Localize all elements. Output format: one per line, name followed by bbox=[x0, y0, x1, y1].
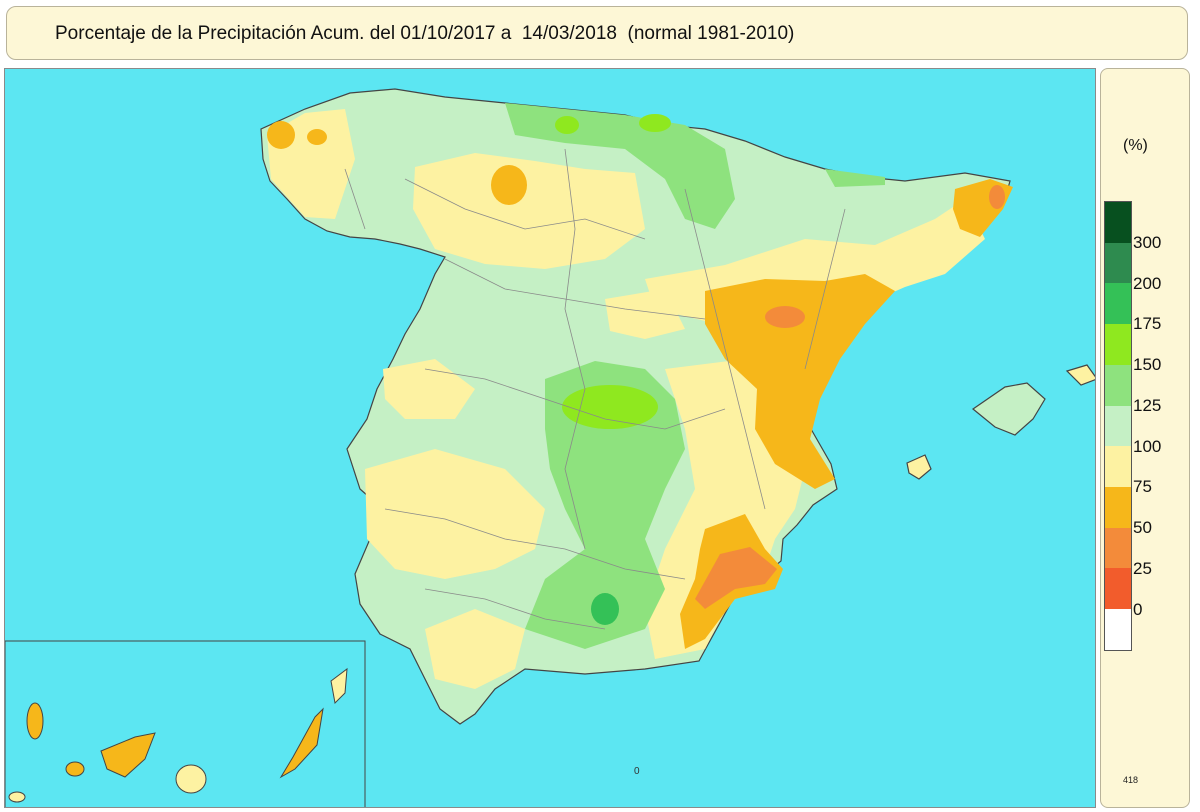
zone-north-lime bbox=[555, 116, 579, 134]
zone-aragon bbox=[605, 289, 685, 339]
province-borders bbox=[344, 148, 846, 630]
zone-extremadura bbox=[365, 449, 545, 579]
legend-swatch bbox=[1105, 609, 1131, 650]
legend-swatch bbox=[1105, 568, 1131, 610]
zone-150-175 bbox=[555, 114, 671, 429]
legend-tick: 150 bbox=[1133, 355, 1162, 375]
zone-galicia-spot-2 bbox=[307, 129, 327, 145]
legend-tick: 300 bbox=[1133, 233, 1162, 252]
zone-pyrenees-west bbox=[825, 169, 885, 187]
menorca bbox=[1065, 364, 1095, 386]
legend-tick: 175 bbox=[1133, 314, 1162, 334]
mallorca bbox=[972, 382, 1046, 436]
zone-catalonia-spot bbox=[989, 185, 1005, 209]
legend-tick: 100 bbox=[1133, 436, 1162, 456]
zone-central-green bbox=[525, 361, 685, 649]
zone-galicia-spot bbox=[267, 121, 295, 149]
zone-levante bbox=[705, 274, 895, 489]
zone-north-lime-2 bbox=[639, 114, 671, 132]
lanzarote bbox=[330, 667, 348, 705]
zone-central-lime bbox=[562, 385, 658, 429]
legend-swatch bbox=[1105, 242, 1131, 284]
la-gomera bbox=[65, 761, 85, 777]
map-panel bbox=[4, 68, 1096, 808]
legend-swatch bbox=[1105, 527, 1131, 569]
legend-panel: (%) 300 200 175 150 125 100 75 50 25 0 418 bbox=[1100, 68, 1190, 808]
canary-inset-frame bbox=[5, 640, 366, 807]
legend-swatch bbox=[1105, 487, 1131, 528]
zone-25-50 bbox=[695, 185, 1005, 609]
la-palma bbox=[26, 702, 44, 740]
legend-swatch bbox=[1105, 283, 1131, 325]
gran-canaria bbox=[175, 764, 207, 794]
legend-swatch bbox=[1105, 324, 1131, 365]
legend-swatch bbox=[1105, 364, 1131, 406]
legend-swatch bbox=[1105, 405, 1131, 447]
el-hierro bbox=[8, 791, 26, 803]
zone-aragon-spot bbox=[765, 306, 805, 328]
precipitation-map bbox=[5, 88, 1095, 807]
zone-south-green-spot bbox=[591, 593, 619, 625]
legend-swatch bbox=[1105, 202, 1131, 243]
tenerife bbox=[100, 732, 156, 778]
zone-catalonia bbox=[953, 179, 1013, 237]
zone-murcia-coast bbox=[695, 547, 777, 609]
legend-color-bar bbox=[1104, 201, 1132, 651]
legend-swatch bbox=[1105, 446, 1131, 488]
zone-west-portugal bbox=[383, 359, 475, 419]
legend-tick: 50 bbox=[1133, 518, 1152, 538]
zone-175-200 bbox=[591, 593, 619, 625]
fuerteventura bbox=[279, 707, 324, 779]
legend-tick: 125 bbox=[1133, 395, 1162, 415]
title-panel: Porcentaje de la Precipitación Acum. del… bbox=[6, 6, 1188, 60]
zone-125-150 bbox=[505, 103, 885, 649]
legend-tick: 0 bbox=[1133, 599, 1143, 619]
legend-code: 418 bbox=[1123, 775, 1139, 785]
legend-tick: 25 bbox=[1133, 558, 1152, 578]
zone-leon-spot bbox=[491, 165, 527, 205]
zone-north-plateau bbox=[413, 153, 645, 269]
legend-unit: (%) bbox=[1123, 137, 1148, 154]
zone-andalusia-west bbox=[425, 609, 525, 689]
legend-tick: 200 bbox=[1133, 273, 1162, 293]
map-title: Porcentaje de la Precipitación Acum. del… bbox=[55, 23, 795, 44]
legend-tick: 75 bbox=[1133, 477, 1152, 497]
zone-cantabria bbox=[505, 103, 735, 229]
ibiza bbox=[906, 454, 932, 480]
canary-islands bbox=[8, 667, 348, 803]
map-zero-marker: 0 bbox=[634, 766, 640, 777]
